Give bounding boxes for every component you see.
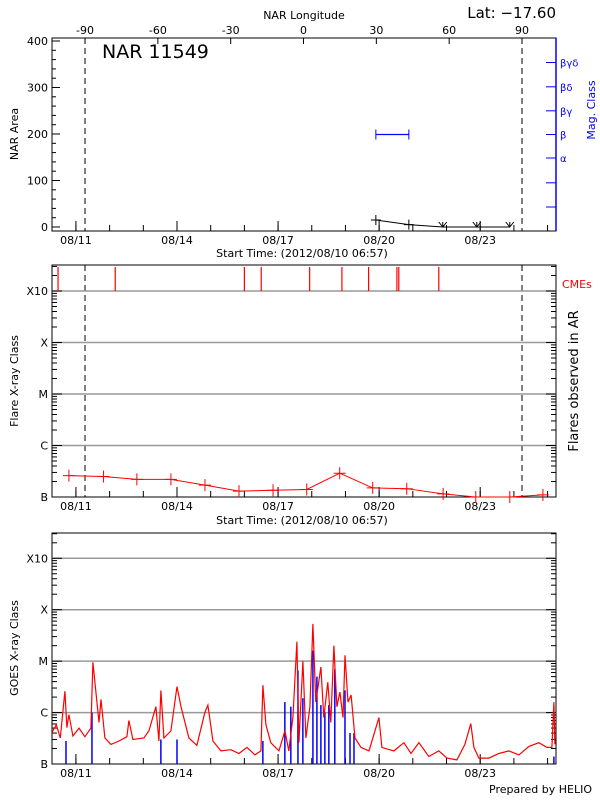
region-title: NAR 11549: [102, 41, 209, 63]
x-tick-label: 08/17: [262, 767, 294, 780]
y-tick-label: M: [39, 655, 49, 668]
x-tick-label: 08/20: [363, 767, 395, 780]
flare-point: [400, 482, 413, 495]
x-tick-label: 08/14: [161, 234, 193, 247]
lon-tick-label: 60: [442, 24, 456, 37]
lon-tick-label: -90: [76, 24, 94, 37]
x-tick-label: 08/11: [60, 500, 92, 513]
lon-tick-label: -60: [149, 24, 167, 37]
flare-point: [333, 467, 346, 480]
x-tick-label: 08/14: [161, 767, 193, 780]
flares-observed-label: Flares observed in AR: [567, 310, 582, 451]
flare-point: [503, 491, 516, 503]
x-tick-label: 08/20: [363, 234, 395, 247]
area-point-down-arrow: [472, 221, 482, 228]
flare-point: [198, 479, 211, 492]
flare-ylabel: Flare X-ray Class: [8, 335, 21, 427]
flare-point: [62, 469, 75, 482]
mag-class-tick-label: βγ: [560, 107, 572, 118]
mag-class-tick-label: βδ: [560, 83, 573, 94]
y-tick-label: B: [40, 491, 48, 504]
y-tick-label: M: [39, 388, 49, 401]
flare-point: [366, 481, 379, 494]
area-point-plus: [370, 215, 381, 226]
flare-point: [437, 487, 450, 500]
y-tick-label: X: [40, 604, 48, 617]
mag-class-label: Mag. Class: [585, 80, 598, 139]
y-tick-label: 400: [27, 35, 48, 48]
cme-label: CMEs: [562, 278, 592, 291]
y-tick-label: B: [40, 758, 48, 771]
area-point-down-arrow: [438, 221, 448, 228]
mag-class-tick-label: α: [560, 154, 567, 165]
y-tick-label: 0: [41, 221, 48, 234]
y-tick-label: 300: [27, 82, 48, 95]
plot-layers: 08/11 08/14 08/17 08/20 08/23 08/11 08/14 08/17…: [26, 24, 578, 780]
y-tick-label: X10: [26, 552, 48, 565]
x-tick-label: 08/14: [161, 500, 193, 513]
y-tick-label: X: [40, 337, 48, 350]
goes-flux-line: [51, 623, 556, 761]
x-tick-label: 08/23: [464, 767, 496, 780]
lat-label: Lat: −17.60: [467, 4, 556, 22]
area-point-down-arrow: [505, 221, 515, 228]
longitude-axis-title: NAR Longitude: [263, 9, 345, 22]
y-tick-label: 200: [27, 128, 48, 141]
flare-point: [130, 473, 143, 486]
y-tick-label: 100: [27, 175, 48, 188]
x-tick-label: 08/23: [464, 500, 496, 513]
flare-point: [97, 470, 110, 483]
lon-tick-label: 30: [369, 24, 383, 37]
flare-point: [536, 488, 549, 501]
x-tick-label: 08/11: [60, 234, 92, 247]
flare-point: [164, 473, 177, 486]
lon-tick-label: 90: [515, 24, 529, 37]
mag-class-tick-label: β: [560, 131, 566, 142]
plot-frame: [51, 532, 557, 765]
area-ylabel: NAR Area: [8, 108, 21, 160]
area-point-plus: [403, 219, 414, 230]
x-tick-label: 08/20: [363, 500, 395, 513]
lon-tick-label: -30: [222, 24, 240, 37]
plot-frame: [51, 264, 557, 498]
time-axis-title-1: Start Time: (2012/08/10 06:57): [216, 247, 388, 260]
x-tick-label: 08/17: [262, 234, 294, 247]
flare-point: [300, 483, 313, 496]
y-tick-label: X10: [26, 285, 48, 298]
flare-point: [232, 485, 245, 498]
flare-point: [469, 491, 482, 503]
prepared-by: Prepared by HELIO: [489, 783, 592, 796]
x-tick-label: 08/17: [262, 500, 294, 513]
y-tick-label: C: [40, 440, 48, 453]
x-tick-label: 08/11: [60, 767, 92, 780]
mag-class-tick-label: βγδ: [560, 59, 578, 70]
lon-tick-label: 0: [300, 24, 307, 37]
goes-ylabel: GOES X-ray Class: [8, 600, 21, 696]
y-tick-label: C: [40, 707, 48, 720]
flare-point: [267, 484, 280, 497]
x-tick-label: 08/23: [464, 234, 496, 247]
time-axis-title-2: Start Time: (2012/08/10 06:57): [216, 514, 388, 527]
